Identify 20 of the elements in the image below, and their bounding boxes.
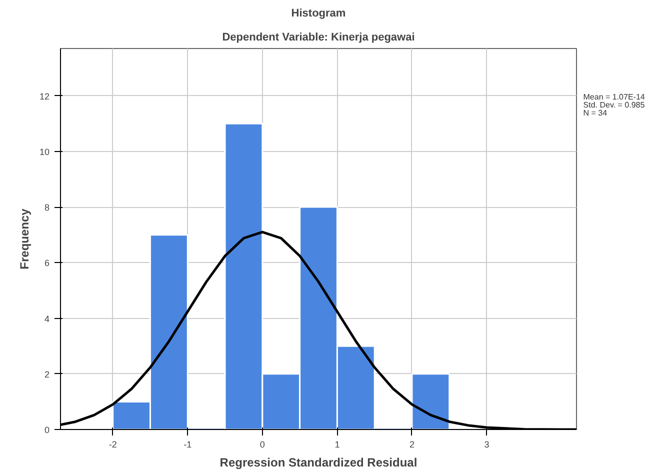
- y-tick-label: 0: [44, 425, 50, 435]
- y-axis-title: Frequency: [17, 208, 32, 270]
- chart-title: Histogram: [291, 8, 346, 20]
- x-tick-label: -1: [184, 440, 192, 450]
- chart-subtitle: Dependent Variable: Kinerja pegawai: [222, 32, 415, 44]
- y-tick-label: 8: [44, 202, 50, 213]
- text: N = 34: [583, 108, 608, 118]
- x-axis-title: Regression Standardized Residual: [220, 456, 418, 470]
- y-tick-label: 10: [39, 146, 50, 157]
- y-tick-label: 12: [39, 91, 50, 102]
- x-tick-label: 0: [260, 440, 265, 450]
- x-tick-label: 3: [484, 440, 490, 450]
- x-tick-label: 1: [334, 440, 340, 450]
- text: Mean = 1.07E-14: [583, 92, 646, 102]
- y-tick-label: 6: [44, 258, 50, 268]
- y-tick-label: 4: [44, 314, 50, 324]
- x-tick-label: -2: [108, 440, 117, 450]
- y-tick-label: 2: [44, 369, 50, 380]
- x-tick-label: 2: [409, 440, 414, 450]
- text: Std. Dev. = 0.985: [583, 100, 646, 110]
